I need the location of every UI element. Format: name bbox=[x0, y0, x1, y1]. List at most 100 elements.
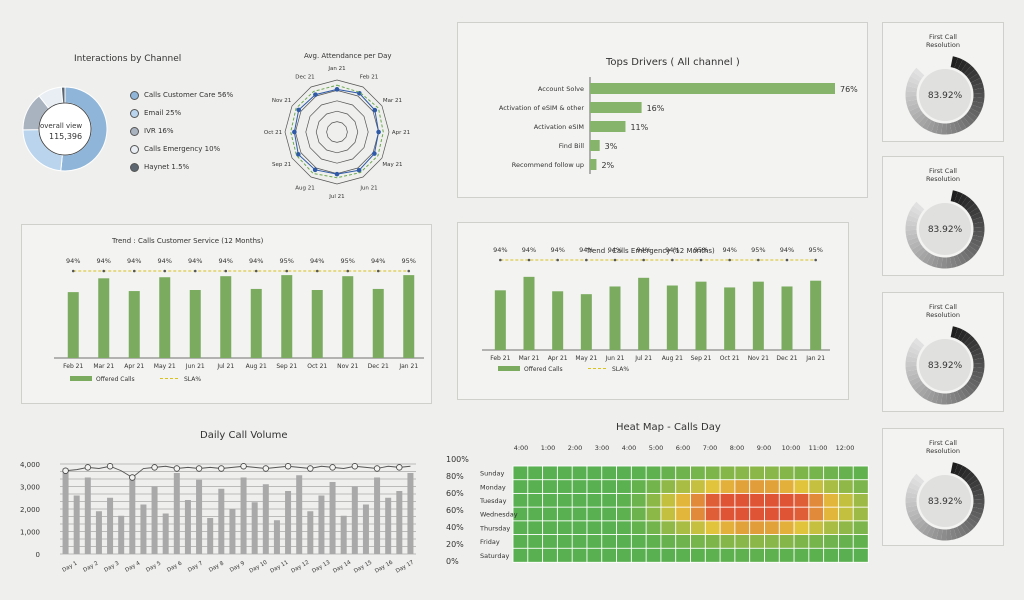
heatmap-cell bbox=[512, 547, 529, 563]
heatmap-cell bbox=[660, 492, 677, 508]
gauge-arc-segment bbox=[960, 250, 971, 263]
gauge-chart: 83.92% bbox=[905, 326, 985, 405]
daily-xlabel: Day 3 bbox=[103, 560, 120, 574]
trend-sla-label: 94% bbox=[722, 246, 736, 254]
gauge-arc-segment bbox=[909, 240, 921, 250]
trend-sla-point bbox=[671, 258, 674, 262]
gauge-arc-segment bbox=[922, 388, 932, 400]
gauge-arc-segment bbox=[960, 116, 971, 129]
legend-item: Email 25% bbox=[130, 104, 233, 122]
gauge-arc-segment bbox=[926, 390, 936, 403]
gauge-arc-segment bbox=[926, 254, 936, 267]
gauge-arc-segment bbox=[918, 521, 929, 534]
trend-bar bbox=[220, 276, 232, 358]
heatmap-cell bbox=[793, 492, 810, 508]
daily-point bbox=[173, 465, 181, 472]
heatmap-row-label: Friday bbox=[480, 538, 500, 546]
heatmap-cell bbox=[852, 479, 869, 495]
gauge-arc-segment bbox=[968, 377, 981, 388]
heatmap-cell bbox=[630, 534, 647, 550]
donut-title: Interactions by Channel bbox=[74, 54, 182, 64]
heatmap-cell bbox=[556, 534, 573, 550]
heatmap-cell bbox=[764, 479, 781, 495]
trend-sla-point bbox=[728, 258, 731, 262]
heatmap-cell bbox=[586, 547, 603, 563]
daily-bar bbox=[229, 509, 236, 554]
donut-panel: Interactions by Channel overall view 115… bbox=[12, 40, 260, 200]
heatmap-cell bbox=[734, 506, 751, 522]
gauge-panel: First Call Resolution 83.92% bbox=[882, 156, 1004, 276]
daily-xlabel: Day 2 bbox=[82, 561, 99, 574]
heatmap-ylabel: 60% bbox=[446, 506, 464, 515]
heatmap-cell bbox=[749, 492, 766, 508]
daily-xlabel: Day 1 bbox=[61, 561, 78, 574]
driver-value: 3% bbox=[605, 142, 618, 151]
heatmap-cell bbox=[852, 465, 869, 481]
heatmap-cell bbox=[660, 506, 677, 522]
gauge-arc-segment bbox=[906, 350, 919, 359]
heatmap-hour: 10:00 bbox=[782, 444, 801, 452]
radar-label: Jan 21 bbox=[327, 66, 345, 72]
heatmap-cell bbox=[823, 534, 840, 550]
radar-title: Avg. Attendance per Day bbox=[304, 52, 392, 60]
daily-point bbox=[84, 464, 92, 471]
trend-bar bbox=[609, 286, 621, 350]
heatmap-cell bbox=[823, 492, 840, 508]
heatmap-cell bbox=[675, 520, 692, 536]
radar-ring bbox=[305, 100, 369, 164]
trend-xlabel: Jan 21 bbox=[805, 355, 825, 362]
legend-label: Calls Emergency 10% bbox=[144, 145, 221, 153]
trend-bar bbox=[250, 288, 262, 358]
heatmap-cell bbox=[616, 520, 633, 536]
radar-label: Mar 21 bbox=[383, 98, 402, 104]
heatmap-cell bbox=[808, 506, 825, 522]
gauge-arc-segment bbox=[957, 193, 968, 206]
heatmap-cell bbox=[542, 520, 559, 536]
heatmap-cell bbox=[542, 465, 559, 481]
gauge-center bbox=[919, 69, 971, 121]
gauge-arc-segment bbox=[972, 488, 984, 496]
trend-bar bbox=[810, 280, 822, 350]
heatmap-hour: 2:00 bbox=[568, 444, 583, 452]
radar-label: Feb 21 bbox=[360, 75, 379, 81]
heatmap-cell bbox=[630, 492, 647, 508]
trend-sla-point bbox=[757, 258, 760, 262]
heatmap-cell bbox=[749, 534, 766, 550]
gauge-arc-segment bbox=[918, 249, 929, 262]
heatmap-ylabel: 60% bbox=[446, 489, 464, 498]
driver-value: 11% bbox=[630, 123, 648, 132]
gauge-arc-segment bbox=[936, 122, 943, 135]
gauge-arc-segment bbox=[936, 256, 943, 269]
daily-xlabel: Day 15 bbox=[353, 559, 373, 574]
gauge-arc-segment bbox=[909, 376, 921, 386]
drivers-title: Tops Drivers ( All channel ) bbox=[606, 57, 740, 68]
daily-bar bbox=[207, 518, 214, 554]
gauge-arc-segment bbox=[911, 110, 924, 121]
heatmap-cell bbox=[527, 506, 544, 522]
gauge-arc-segment bbox=[972, 503, 985, 510]
heatmap-cell bbox=[734, 547, 751, 563]
radar-ring bbox=[315, 110, 359, 154]
heatmap-cell bbox=[852, 547, 869, 563]
gauge-arc-segment bbox=[968, 207, 981, 217]
heatmap-cell bbox=[764, 465, 781, 481]
trend-xlabel: Jul 21 bbox=[634, 355, 652, 362]
heatmap-cell bbox=[764, 534, 781, 550]
gauge-arc-segment bbox=[972, 97, 985, 104]
gauge-arc-segment bbox=[966, 339, 979, 350]
trend-sla-label: 94% bbox=[310, 257, 324, 265]
heatmap-cell bbox=[675, 547, 692, 563]
gauge-arc-segment bbox=[971, 506, 984, 515]
heatmap-cell bbox=[764, 506, 781, 522]
gauge-arc-segment bbox=[956, 252, 967, 265]
heatmap-cell bbox=[749, 547, 766, 563]
heatmap-cell bbox=[749, 479, 766, 495]
trend-sla-label: 94% bbox=[219, 257, 233, 265]
trend-sla-label: 94% bbox=[608, 246, 622, 254]
gauge-arc-segment bbox=[910, 205, 922, 216]
legend-swatch bbox=[130, 126, 139, 136]
legend-swatch-bars bbox=[70, 376, 92, 381]
trend-sla-point bbox=[699, 258, 703, 262]
heatmap-cell bbox=[719, 465, 736, 481]
radar-point bbox=[296, 107, 302, 113]
